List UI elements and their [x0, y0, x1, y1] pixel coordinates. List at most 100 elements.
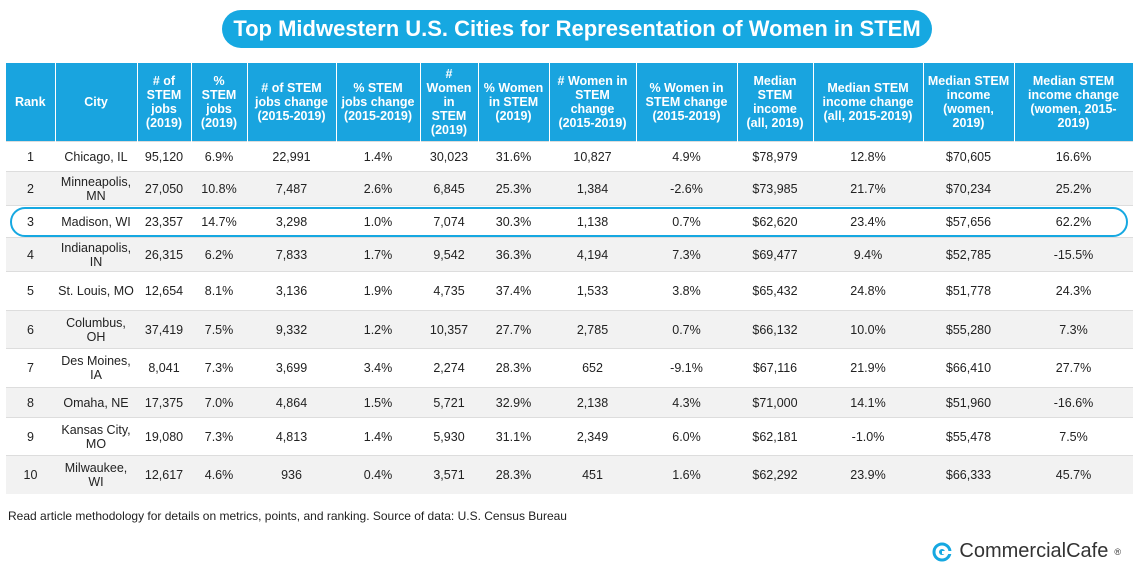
table-cell: 30,023: [420, 141, 478, 172]
table-cell: 5: [6, 271, 55, 311]
table-cell: $52,785: [923, 237, 1014, 272]
table-cell: $78,979: [737, 141, 813, 172]
table-row: 4 Indianapolis, IN 26,315 6.2% 7,833 1.7% 9,54…: [6, 237, 1133, 272]
table-row: 7 Des Moines, IA 8,041 7.3% 3,699 3.4% 2,274 28…: [6, 348, 1133, 388]
table-cell: $70,605: [923, 141, 1014, 172]
table-cell: $55,478: [923, 417, 1014, 456]
table-cell: 1,384: [549, 171, 636, 206]
table-cell: -16.6%: [1014, 387, 1133, 418]
table-cell: 4: [6, 237, 55, 272]
table-cell: 9,332: [247, 310, 336, 349]
table-cell: 4.6%: [191, 455, 247, 494]
table-cell: 8,041: [137, 348, 191, 388]
table-cell: 10,357: [420, 310, 478, 349]
table-cell: 7.3%: [191, 417, 247, 456]
table-row: 10 Milwaukee, WI 12,617 4.6% 936 0.4% 3,571 28.…: [6, 455, 1133, 494]
table-cell: 1,138: [549, 205, 636, 238]
table-cell: St. Louis, MO: [55, 271, 137, 311]
table-cell: 7.5%: [1014, 417, 1133, 456]
table-cell: 0.4%: [336, 455, 420, 494]
table-cell: $62,181: [737, 417, 813, 456]
table-cell: 2.6%: [336, 171, 420, 206]
table-cell: 9: [6, 417, 55, 456]
table-cell: $66,333: [923, 455, 1014, 494]
table-cell: Des Moines, IA: [55, 348, 137, 388]
table-cell: 7.0%: [191, 387, 247, 418]
table-cell: 652: [549, 348, 636, 388]
table-cell: 4,864: [247, 387, 336, 418]
table-cell: $65,432: [737, 271, 813, 311]
column-header: # Women in STEM (2019): [420, 63, 479, 142]
table-cell: 1.7%: [336, 237, 420, 272]
table-cell: 6,845: [420, 171, 478, 206]
table-cell: Kansas City, MO: [55, 417, 137, 456]
column-header: # of STEM jobs (2019): [137, 63, 192, 142]
table-cell: 22,991: [247, 141, 336, 172]
table-cell: 32.9%: [478, 387, 549, 418]
brand-icon: [932, 542, 953, 561]
column-header: # of STEM jobs change (2015-2019): [247, 63, 337, 142]
table-cell: 23,357: [137, 205, 191, 238]
table-cell: 7,487: [247, 171, 336, 206]
table-cell: 7.3%: [191, 348, 247, 388]
table-cell: 25.2%: [1014, 171, 1133, 206]
table-cell: 21.7%: [813, 171, 923, 206]
table-cell: 5,721: [420, 387, 478, 418]
table-cell: 2: [6, 171, 55, 206]
table-cell: $55,280: [923, 310, 1014, 349]
table-cell: 27.7%: [478, 310, 549, 349]
table-cell: 28.3%: [478, 455, 549, 494]
table-cell: 8.1%: [191, 271, 247, 311]
table-cell: Madison, WI: [55, 205, 137, 238]
table-cell: 2,274: [420, 348, 478, 388]
table-cell: 31.1%: [478, 417, 549, 456]
table-cell: $71,000: [737, 387, 813, 418]
brand-name: CommercialCafe: [959, 540, 1109, 562]
table-cell: 1.6%: [636, 455, 737, 494]
table-cell: 25.3%: [478, 171, 549, 206]
table-cell: 37.4%: [478, 271, 549, 311]
table-cell: 3,571: [420, 455, 478, 494]
header-row: Rank City # of STEM jobs (2019)% STEM jobs…: [6, 63, 1134, 142]
table-cell: 4,735: [420, 271, 478, 311]
table-cell: Milwaukee, WI: [55, 455, 137, 494]
table-cell: 9,542: [420, 237, 478, 272]
table-cell: 1: [6, 141, 55, 172]
table-cell: 19,080: [137, 417, 191, 456]
table-cell: 12,654: [137, 271, 191, 311]
table-cell: 7,074: [420, 205, 478, 238]
brand-logo: CommercialCafe ®: [931, 540, 1121, 563]
table-cell: 4.9%: [636, 141, 737, 172]
table-cell: 10.8%: [191, 171, 247, 206]
table-cell: $67,116: [737, 348, 813, 388]
table-row: 6 Columbus, OH 37,419 7.5% 9,332 1.2% 10,357 27…: [6, 310, 1133, 349]
table-cell: Indianapolis, IN: [55, 237, 137, 272]
table-cell: 14.1%: [813, 387, 923, 418]
table-cell: Chicago, IL: [55, 141, 137, 172]
table-cell: 95,120: [137, 141, 191, 172]
table-cell: 23.4%: [813, 205, 923, 238]
brand-mark: ®: [1114, 546, 1121, 557]
table-cell: $51,960: [923, 387, 1014, 418]
table-cell: $62,292: [737, 455, 813, 494]
table-cell: $70,234: [923, 171, 1014, 206]
table-cell: 26,315: [137, 237, 191, 272]
table-cell: 27,050: [137, 171, 191, 206]
table-cell: 1.2%: [336, 310, 420, 349]
table-cell: 4,813: [247, 417, 336, 456]
table-cell: $66,410: [923, 348, 1014, 388]
footnote: Read article methodology for details on …: [8, 509, 567, 523]
table-cell: 4,194: [549, 237, 636, 272]
table-cell: 4.3%: [636, 387, 737, 418]
table-cell: 3,298: [247, 205, 336, 238]
stem-table: Rank City # of STEM jobs (2019)% STEM jobs…: [6, 63, 1134, 494]
column-header: % Women in STEM (2019): [478, 63, 550, 142]
table-cell: Omaha, NE: [55, 387, 137, 418]
table-cell: -2.6%: [636, 171, 737, 206]
table-cell: 1,533: [549, 271, 636, 311]
table-cell: 2,785: [549, 310, 636, 349]
table-cell: 10: [6, 455, 55, 494]
table-cell: 3,699: [247, 348, 336, 388]
table-cell: 36.3%: [478, 237, 549, 272]
table-cell: 6.2%: [191, 237, 247, 272]
